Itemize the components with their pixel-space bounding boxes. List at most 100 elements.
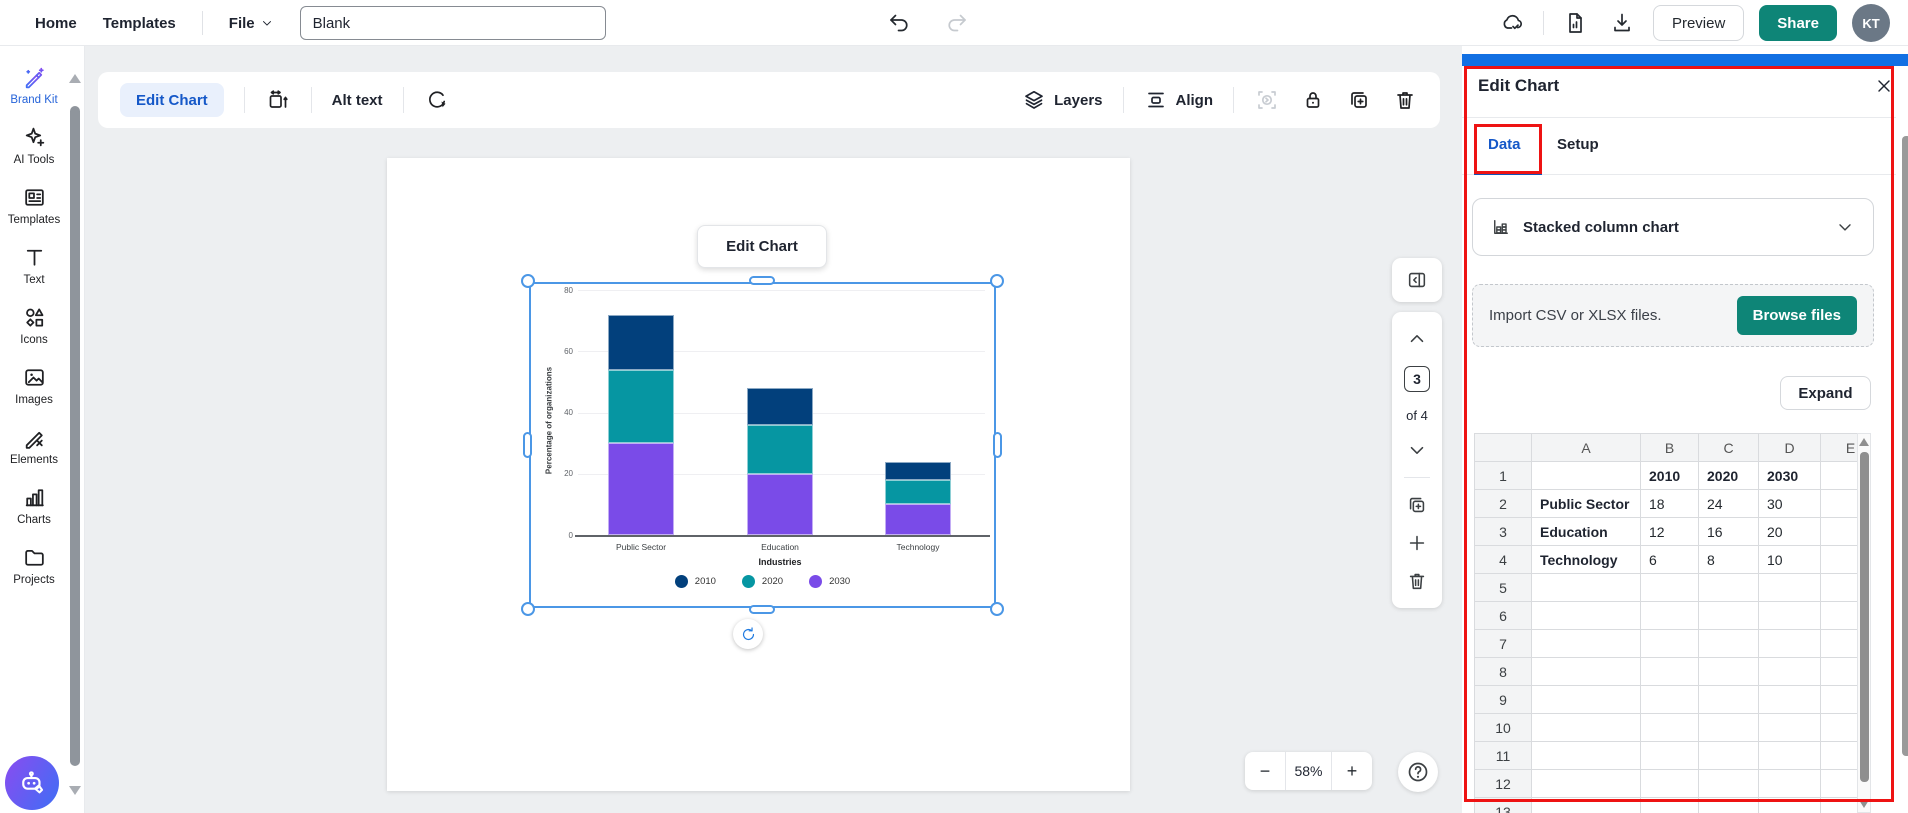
add-page-button[interactable] [1406, 532, 1428, 554]
sheet-cell[interactable] [1641, 714, 1699, 742]
user-avatar[interactable]: KT [1852, 4, 1890, 42]
duplicate-button[interactable] [1346, 87, 1372, 113]
resize-handle-ne[interactable] [990, 274, 1004, 288]
document-title-input[interactable] [299, 6, 606, 40]
collapse-panel-button[interactable] [1392, 258, 1442, 302]
close-panel-button[interactable] [1874, 76, 1894, 96]
sheet-cell[interactable] [1532, 742, 1641, 770]
sheet-cell[interactable] [1641, 630, 1699, 658]
sheet-cell[interactable] [1532, 658, 1641, 686]
download-button[interactable] [1606, 7, 1638, 39]
delete-button[interactable] [1392, 87, 1418, 113]
sheet-cell[interactable] [1699, 770, 1759, 798]
file-menu[interactable]: File [229, 15, 274, 32]
resize-handle-e[interactable] [993, 432, 1002, 458]
sheet-cell[interactable]: 6 [1641, 546, 1699, 574]
sheet-cell[interactable]: Public Sector [1532, 490, 1641, 518]
sheet-cell[interactable] [1821, 686, 1858, 714]
resize-handle-n[interactable] [749, 276, 775, 285]
scroll-down-arrow[interactable] [1859, 800, 1869, 808]
delete-page-button[interactable] [1406, 570, 1428, 592]
sheet-cell[interactable] [1641, 686, 1699, 714]
sheet-row-number[interactable]: 6 [1474, 602, 1532, 630]
sidebar-item-charts[interactable]: Charts [1, 476, 67, 536]
sheet-cell[interactable] [1821, 518, 1858, 546]
sidebar-item-brand-kit[interactable]: Brand Kit [1, 56, 67, 116]
import-dropzone[interactable]: Import CSV or XLSX files. Browse files [1472, 284, 1874, 347]
sheet-row-number[interactable]: 13 [1474, 798, 1532, 813]
scrollbar-thumb[interactable] [70, 106, 80, 766]
sheet-cell[interactable] [1759, 602, 1821, 630]
sheet-row-number[interactable]: 3 [1474, 518, 1532, 546]
sheet-cell[interactable] [1532, 602, 1641, 630]
sheet-cell[interactable] [1532, 574, 1641, 602]
sheet-cell[interactable] [1641, 658, 1699, 686]
zoom-level[interactable]: 58% [1285, 752, 1332, 790]
sidebar-item-ai-tools[interactable]: AI Tools [1, 116, 67, 176]
chart[interactable]: 0 20 40 60 80 Public Sector Education Technolog… [529, 282, 996, 608]
sheet-cell[interactable] [1821, 462, 1858, 490]
sheet-cell[interactable] [1821, 798, 1858, 813]
scroll-down-arrow[interactable] [69, 786, 81, 795]
cloud-sync-button[interactable] [1496, 7, 1528, 39]
sheet-row-number[interactable]: 10 [1474, 714, 1532, 742]
edit-chart-floating-button[interactable]: Edit Chart [697, 225, 827, 268]
alt-text-button[interactable]: Alt text [331, 91, 383, 109]
zoom-in-button[interactable]: + [1346, 760, 1358, 781]
scrollbar-thumb[interactable] [1860, 452, 1869, 782]
current-page-indicator[interactable]: 3 [1404, 366, 1430, 392]
expand-button[interactable]: Expand [1780, 376, 1871, 410]
sheet-cell[interactable] [1759, 574, 1821, 602]
resize-handle-nw[interactable] [521, 274, 535, 288]
sheet-cell[interactable] [1759, 714, 1821, 742]
sheet-cell[interactable]: 30 [1759, 490, 1821, 518]
spreadsheet[interactable]: A B C D E 1 2010 2020 2030 2 Public Sector 18 24 30 3 E… [1474, 433, 1858, 813]
sheet-column-header[interactable]: C [1699, 433, 1759, 462]
undo-button[interactable] [883, 7, 915, 39]
sheet-cell[interactable]: 24 [1699, 490, 1759, 518]
zoom-out-button[interactable]: − [1259, 760, 1271, 781]
ai-assistant-button[interactable] [5, 756, 59, 810]
resize-handle-se[interactable] [990, 602, 1004, 616]
sheet-cell[interactable] [1641, 742, 1699, 770]
sheet-cell[interactable]: 8 [1699, 546, 1759, 574]
sheet-cell[interactable] [1821, 742, 1858, 770]
sheet-cell[interactable] [1641, 770, 1699, 798]
sheet-cell[interactable] [1699, 630, 1759, 658]
spreadsheet-scrollbar[interactable] [1857, 433, 1871, 813]
sheet-cell[interactable] [1699, 714, 1759, 742]
sheet-column-header[interactable]: E [1821, 433, 1858, 462]
sidebar-scrollbar[interactable] [69, 46, 81, 813]
sidebar-item-projects[interactable]: Projects [1, 536, 67, 596]
sheet-cell[interactable] [1532, 630, 1641, 658]
resize-handle-s[interactable] [749, 605, 775, 614]
layers-button[interactable]: Layers [1022, 88, 1103, 112]
sheet-column-header[interactable]: B [1641, 433, 1699, 462]
sheet-cell[interactable] [1699, 742, 1759, 770]
sheet-cell[interactable] [1759, 770, 1821, 798]
duplicate-page-button[interactable] [1406, 494, 1428, 516]
preview-button[interactable]: Preview [1652, 5, 1745, 41]
sheet-cell[interactable] [1821, 546, 1858, 574]
sheet-cell[interactable] [1532, 714, 1641, 742]
sheet-cell[interactable]: 16 [1699, 518, 1759, 546]
sheet-cell[interactable] [1699, 574, 1759, 602]
sidebar-item-images[interactable]: Images [1, 356, 67, 416]
sheet-cell[interactable]: 12 [1641, 518, 1699, 546]
report-button[interactable] [1559, 7, 1591, 39]
sheet-cell[interactable] [1641, 602, 1699, 630]
sidebar-item-templates[interactable]: Templates [1, 176, 67, 236]
sheet-cell[interactable]: 2030 [1759, 462, 1821, 490]
sheet-row-number[interactable]: 11 [1474, 742, 1532, 770]
sheet-cell[interactable] [1699, 686, 1759, 714]
sheet-cell[interactable] [1532, 462, 1641, 490]
sheet-cell[interactable]: Education [1532, 518, 1641, 546]
sidebar-item-icons[interactable]: Icons [1, 296, 67, 356]
sheet-cell[interactable] [1759, 658, 1821, 686]
sheet-row-number[interactable]: 8 [1474, 658, 1532, 686]
browse-files-button[interactable]: Browse files [1736, 296, 1857, 335]
sheet-cell[interactable]: 2020 [1699, 462, 1759, 490]
resize-handle-w[interactable] [523, 432, 532, 458]
chart-selection[interactable]: 0 20 40 60 80 Public Sector Education Technolog… [521, 274, 1004, 616]
sheet-cell[interactable] [1532, 798, 1641, 813]
